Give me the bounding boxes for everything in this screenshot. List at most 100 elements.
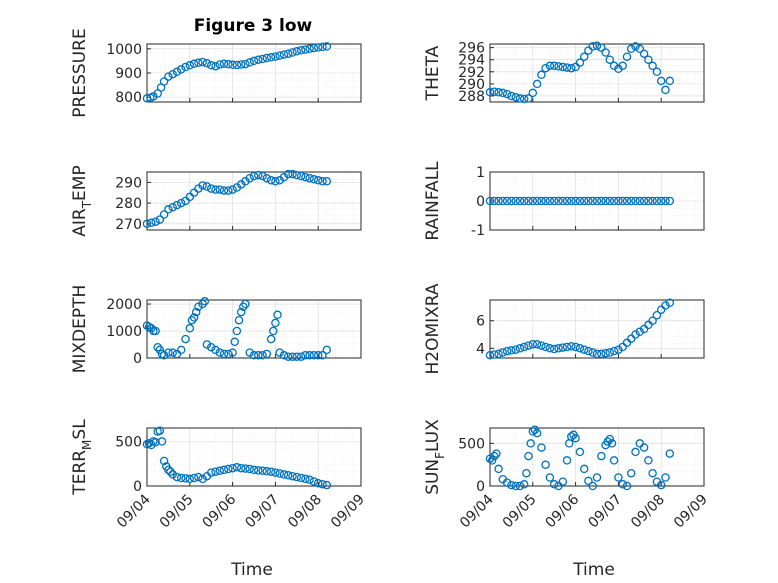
data-point [622, 52, 632, 61]
data-point [558, 343, 568, 352]
data-point [283, 352, 293, 361]
data-point [202, 340, 212, 349]
data-point [279, 50, 289, 59]
data-point [490, 196, 499, 206]
data-point [541, 342, 550, 352]
data-point [245, 58, 254, 67]
data-point [194, 302, 203, 311]
data-point [202, 182, 212, 191]
data-point [166, 467, 175, 476]
data-point [622, 196, 632, 206]
data-point [309, 351, 319, 360]
data-point [269, 326, 278, 336]
x-axis-label-right: Time [572, 560, 615, 580]
data-point [215, 60, 225, 69]
data-point [635, 196, 645, 206]
data-point [665, 196, 675, 206]
data-point [296, 46, 306, 55]
data-point [601, 48, 610, 57]
data-point [648, 468, 657, 478]
data-point [626, 468, 636, 478]
x-tick-label: 09/07 [585, 492, 625, 532]
y-tick-label: 292 [458, 65, 485, 81]
data-point [202, 59, 212, 68]
data-point [198, 57, 207, 67]
x-tick-label: 09/09 [671, 492, 711, 532]
data-point [296, 473, 306, 483]
data-point [532, 339, 542, 349]
data-point [588, 42, 597, 51]
data-point [575, 196, 585, 206]
data-point [155, 345, 165, 355]
data-point [626, 334, 636, 343]
data-point [283, 169, 293, 179]
data-point [511, 196, 520, 206]
data-point [571, 433, 580, 443]
data-point [206, 184, 216, 193]
data-point [185, 61, 195, 70]
x-tick-label: 09/06 [543, 491, 583, 531]
data-point [494, 464, 503, 474]
x-axis-label-left: Time [230, 560, 273, 580]
data-point [524, 196, 533, 206]
data-point [305, 351, 314, 360]
data-point [157, 437, 167, 446]
data-point [241, 299, 250, 309]
data-point [526, 439, 535, 448]
data-point [245, 348, 254, 357]
data-point [562, 342, 572, 352]
data-point [176, 198, 186, 208]
data-point [592, 41, 602, 51]
y-tick-label: 290 [458, 77, 485, 93]
data-point [164, 348, 173, 357]
y-tick-label: 296 [458, 41, 485, 57]
data-point [266, 53, 276, 62]
data-point [502, 478, 512, 487]
y-tick-label: 294 [458, 53, 485, 69]
data-point [241, 464, 250, 473]
data-point [262, 467, 272, 476]
data-point [614, 345, 623, 354]
data-point [292, 170, 302, 180]
data-point [532, 196, 542, 206]
y-axis-label: AIRTEMP [70, 165, 94, 236]
data-point [549, 61, 559, 71]
data-point [532, 79, 542, 89]
data-point [309, 43, 319, 53]
data-point [275, 348, 284, 357]
data-point [597, 349, 606, 359]
data-point [159, 210, 169, 219]
figure-title: Figure 3 low [194, 16, 313, 36]
data-point [562, 456, 572, 465]
y-tick-label: 1000 [106, 42, 142, 58]
data-point [614, 473, 623, 482]
data-point [224, 349, 233, 359]
data-point [271, 177, 280, 186]
data-point [249, 56, 259, 66]
data-point [198, 299, 207, 309]
data-point [639, 443, 649, 452]
data-point [262, 53, 272, 63]
data-point [614, 196, 623, 206]
data-point [191, 307, 201, 317]
subplot-terr-msl: 0 500 09/04 09/05 09/06 09/07 09/08 09/09 TERRMS… [70, 419, 368, 532]
data-point [519, 480, 529, 489]
data-point [271, 52, 280, 61]
y-axis-label: SUNFLUX [423, 419, 447, 495]
y-tick-label: -1 [471, 223, 485, 239]
data-point [211, 185, 220, 194]
data-point [635, 439, 645, 448]
y-axis-label: THETA [423, 45, 443, 101]
data-point [571, 62, 580, 72]
data-point [528, 196, 538, 206]
data-point [181, 474, 190, 483]
data-point [254, 466, 263, 475]
subplot-mixdepth: 0 1000 2000 MIXDEPTH [70, 285, 362, 373]
data-point [571, 196, 580, 206]
data-point [592, 196, 602, 206]
data-point [541, 460, 550, 469]
data-point [656, 76, 666, 86]
data-point [288, 48, 297, 57]
data-point [198, 181, 207, 190]
data-point [279, 351, 289, 360]
